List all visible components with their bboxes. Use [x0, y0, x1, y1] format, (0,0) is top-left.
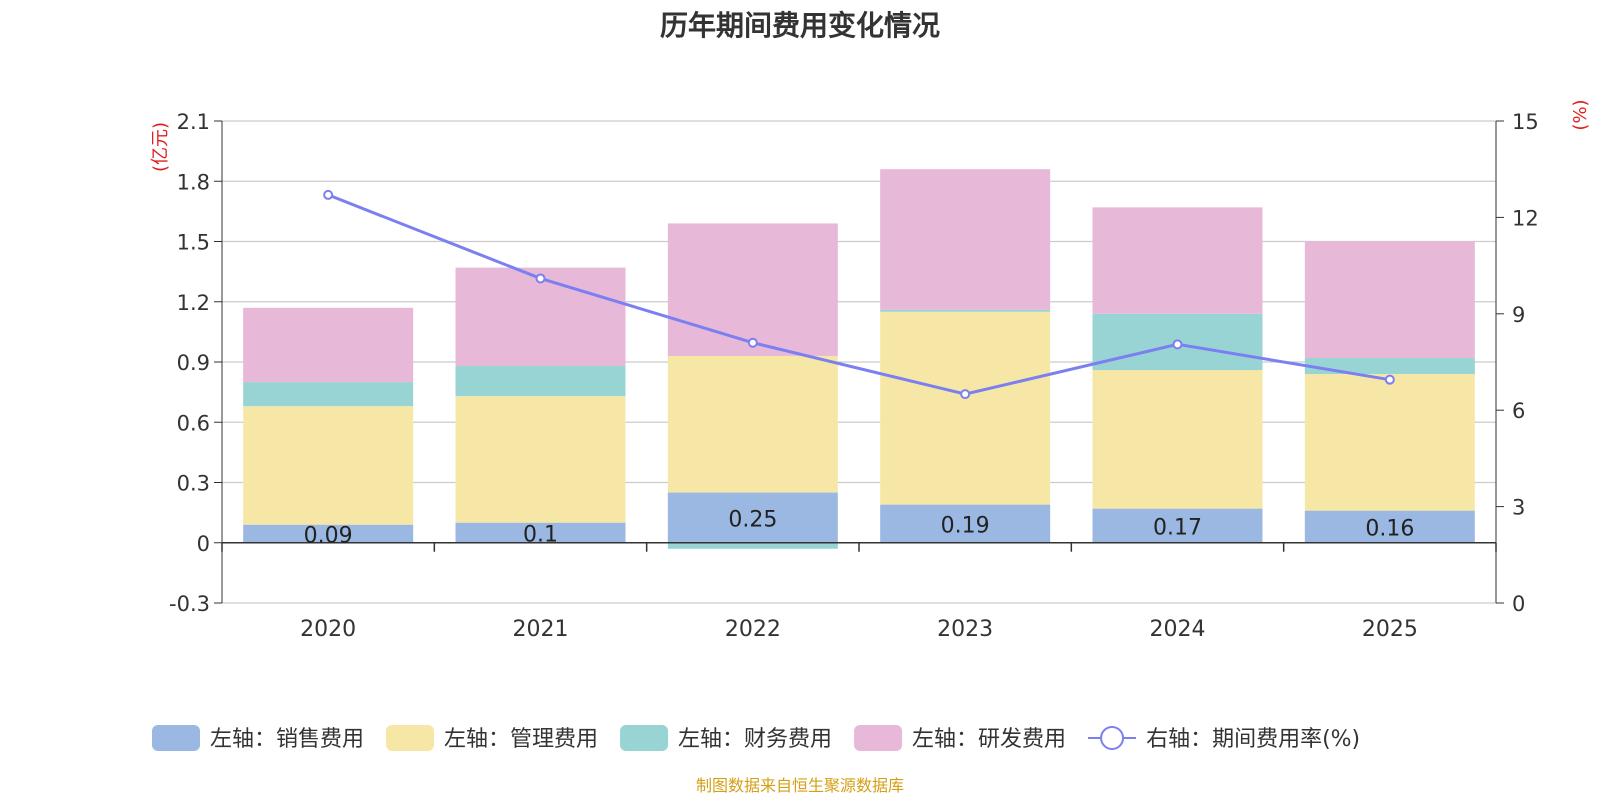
x-tick-label: 2022 [725, 617, 781, 642]
bar-segment [1092, 508, 1263, 543]
rate-point [323, 189, 334, 200]
left-tick-label: 2.1 [177, 110, 210, 134]
bar-segment [243, 307, 414, 383]
data-label: 0.16 [1365, 517, 1414, 542]
right-axis-unit: (%) [1570, 99, 1591, 130]
bar-segment [455, 267, 626, 367]
x-tick-label: 2024 [1150, 617, 1206, 642]
data-label: 0.09 [304, 524, 353, 549]
bar-segment [880, 504, 1051, 543]
legend-label: 左轴：财务费用 [678, 727, 832, 752]
left-tick-label: 1.8 [177, 170, 210, 194]
bar-segment [667, 542, 838, 549]
data-label: 0.17 [1153, 516, 1202, 541]
left-tick-label: 0.3 [177, 472, 210, 496]
right-tick-label: 15 [1512, 110, 1539, 134]
source-note: 制图数据来自恒生聚源数据库 [695, 776, 904, 795]
bar-segment [455, 396, 626, 523]
right-tick-label: 12 [1512, 206, 1539, 230]
x-tick-label: 2021 [513, 617, 569, 642]
legend: 左轴：销售费用 左轴：管理费用 左轴：财务费用 左轴：研发费用 右轴：期间费用率(%) [152, 725, 1360, 752]
bar-segment [1304, 241, 1475, 358]
legend-swatch [386, 725, 435, 751]
bar-segment [667, 355, 838, 493]
zero-line [221, 542, 1497, 552]
data-label: 0.1 [523, 523, 558, 548]
rate-point [747, 337, 758, 348]
rate-line [323, 189, 1395, 400]
bar-segment [667, 223, 838, 356]
legend-swatch [854, 725, 903, 751]
bar-segment [1304, 357, 1475, 375]
chart-title: 历年期间费用变化情况 [659, 9, 940, 42]
rate-point [960, 389, 971, 400]
bar-segment [1304, 374, 1475, 511]
bar-segment [880, 309, 1051, 312]
legend-swatch [620, 725, 669, 751]
legend-label: 左轴：管理费用 [444, 727, 598, 752]
bar-segment [455, 366, 626, 397]
right-tick-label: 3 [1512, 496, 1525, 520]
chart: -0.3 0 0.3 0.6 0.9 1.2 1.5 1.8 2.1 0 3 6 9 12 15 (亿元) (%… [150, 99, 1591, 752]
legend-label: 左轴：研发费用 [912, 727, 1066, 752]
data-label: 0.25 [728, 508, 777, 533]
left-tick-label: 1.5 [177, 231, 210, 255]
data-label: 0.19 [941, 514, 990, 539]
data-labels: 0.09 0.1 0.25 0.19 0.17 0.16 [304, 508, 1415, 549]
rate-point [535, 273, 546, 284]
left-tick-label: 0.6 [177, 411, 210, 435]
left-tick-label: -0.3 [169, 592, 210, 616]
left-tick-label: 0 [197, 532, 210, 556]
legend-swatch [152, 725, 200, 751]
bar-segment [1304, 510, 1475, 543]
bar-segment [455, 522, 626, 543]
bar-segment [1092, 207, 1263, 314]
bar-segment [880, 169, 1051, 310]
legend-label: 左轴：销售费用 [210, 727, 364, 752]
x-tick-label: 2023 [937, 617, 993, 642]
bar-segment [667, 492, 838, 543]
left-tick-label: 1.2 [177, 291, 210, 315]
rate-point [1172, 339, 1183, 350]
bar-segment [880, 311, 1051, 505]
x-tick-label: 2020 [300, 617, 356, 642]
axes: -0.3 0 0.3 0.6 0.9 1.2 1.5 1.8 2.1 0 3 6 9 12 15 (亿元) (%… [150, 99, 1591, 642]
legend-marker [1100, 726, 1125, 750]
right-tick-label: 0 [1512, 592, 1525, 616]
left-tick-label: 0.9 [177, 351, 210, 375]
legend-label: 右轴：期间费用率(%) [1146, 727, 1360, 752]
rate-line-path [327, 193, 1391, 396]
bar-segment [243, 524, 414, 543]
bars [243, 169, 1475, 549]
bar-segment [243, 406, 414, 525]
right-tick-label: 9 [1512, 303, 1525, 327]
bar-segment [243, 382, 414, 407]
bar-segment [1092, 370, 1263, 509]
rate-point [1384, 374, 1395, 385]
left-axis-unit: (亿元) [150, 122, 171, 172]
right-tick-label: 6 [1512, 399, 1525, 423]
x-tick-label: 2025 [1362, 617, 1418, 642]
